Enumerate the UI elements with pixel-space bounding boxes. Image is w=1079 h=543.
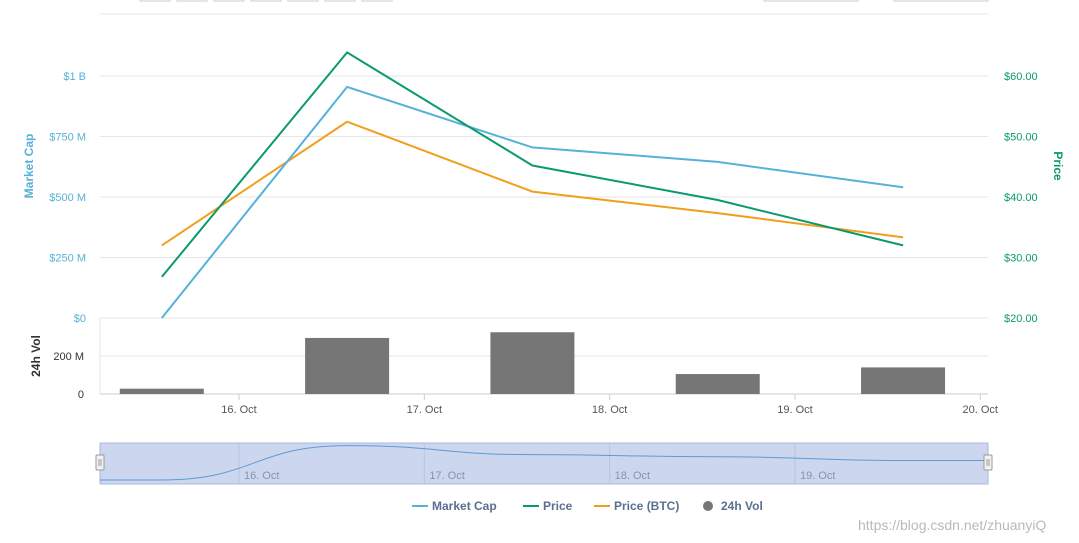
volume-bar[interactable] <box>305 337 390 394</box>
y-left-axis-title: Market Cap <box>22 134 36 199</box>
date-from-input[interactable] <box>763 0 859 2</box>
navigator-tick-label: 17. Oct <box>429 470 464 482</box>
x-tick-label: 17. Oct <box>407 404 442 416</box>
legend-item[interactable]: Market Cap <box>412 499 497 513</box>
navigator-tick-label: 16. Oct <box>244 470 279 482</box>
handle-body[interactable] <box>983 454 993 471</box>
navigator-left-handle[interactable] <box>95 454 105 471</box>
legend-label[interactable]: Price <box>543 499 573 513</box>
y-right-tick-label: $50.00 <box>1004 132 1038 144</box>
handle-body[interactable] <box>95 454 105 471</box>
navigator-selection[interactable] <box>99 442 989 485</box>
range-button-7[interactable] <box>361 0 393 2</box>
y-left-tick-label: $750 M <box>49 132 86 144</box>
y-left-tick-label: $500 M <box>49 192 86 204</box>
y-right-tick-label: $30.00 <box>1004 253 1038 265</box>
range-button-1[interactable] <box>139 0 171 2</box>
x-tick-label: 19. Oct <box>777 404 812 416</box>
navigator-series-line <box>100 445 988 481</box>
legend-label[interactable]: Price (BTC) <box>614 499 679 513</box>
volume-plot: 0 200 M 24h Vol 16. Oct 17. Oct 18. Oct 19. Oc… <box>29 318 998 416</box>
volume-bar[interactable] <box>861 367 946 394</box>
date-to-input[interactable] <box>893 0 989 2</box>
volume-bar[interactable] <box>119 388 204 394</box>
market-cap-line[interactable] <box>161 85 904 319</box>
price-btc-line[interactable] <box>161 120 904 247</box>
legend-item[interactable]: 24h Vol <box>703 499 763 513</box>
main-plot: $0 $250 M $500 M $750 M $1 B $20.00 $30.00 $40.… <box>22 51 1065 325</box>
range-button-2[interactable] <box>176 0 208 2</box>
volume-bar[interactable] <box>675 374 760 394</box>
range-selector[interactable] <box>139 0 989 2</box>
navigator[interactable]: 16. Oct 17. Oct 18. Oct 19. Oct <box>95 442 993 485</box>
x-tick-label: 18. Oct <box>592 404 627 416</box>
legend-item[interactable]: Price (BTC) <box>594 499 679 513</box>
watermark-text: https://blog.csdn.net/zhuanyiQ <box>858 517 1046 533</box>
range-button-5[interactable] <box>287 0 319 2</box>
range-button-6[interactable] <box>324 0 356 2</box>
legend-dot-symbol <box>703 501 713 511</box>
y-left-tick-label: $250 M <box>49 253 86 265</box>
legend[interactable]: Market Cap Price Price (BTC) 24h Vol <box>412 499 763 513</box>
legend-label[interactable]: Market Cap <box>432 499 497 513</box>
y-left-tick-label: $0 <box>74 313 86 325</box>
navigator-right-handle[interactable] <box>983 454 993 471</box>
price-line[interactable] <box>161 51 904 278</box>
legend-label[interactable]: 24h Vol <box>721 499 763 513</box>
range-button-4[interactable] <box>250 0 282 2</box>
y-right-tick-label: $20.00 <box>1004 313 1038 325</box>
navigator-tick-label: 18. Oct <box>615 470 650 482</box>
legend-item[interactable]: Price <box>523 499 573 513</box>
navigator-tick-label: 19. Oct <box>800 470 835 482</box>
y-right-tick-label: $60.00 <box>1004 71 1038 83</box>
range-button-3[interactable] <box>213 0 245 2</box>
y-right-tick-label: $40.00 <box>1004 192 1038 204</box>
x-tick-label: 20. Oct <box>963 404 998 416</box>
volume-bar[interactable] <box>490 332 575 394</box>
volume-tick-label: 200 M <box>53 351 84 363</box>
x-tick-label: 16. Oct <box>221 404 256 416</box>
volume-tick-label: 0 <box>78 389 84 401</box>
y-right-axis-title: Price <box>1051 151 1065 181</box>
volume-axis-title: 24h Vol <box>29 335 43 377</box>
y-left-tick-label: $1 B <box>63 71 86 83</box>
